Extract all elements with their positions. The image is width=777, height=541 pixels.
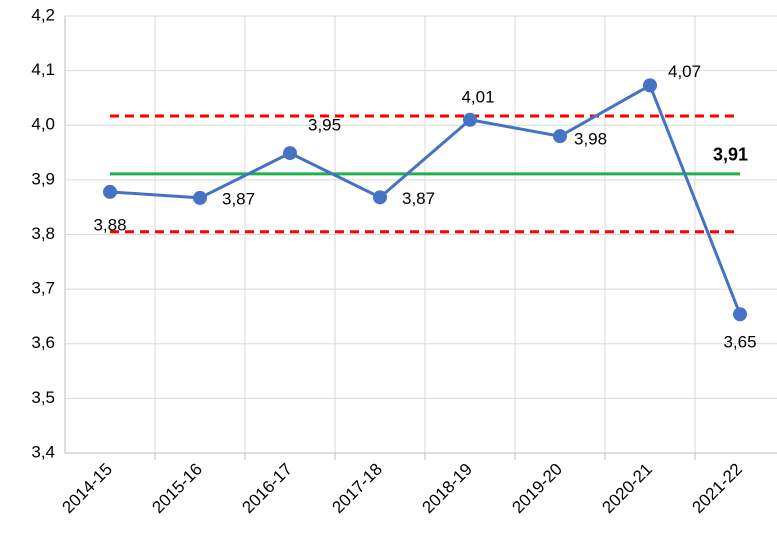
y-tick-label: 3,6 — [31, 333, 55, 352]
x-tick-label: 2020-21 — [598, 460, 656, 518]
x-tick-label: 2019-20 — [508, 460, 566, 518]
marker — [193, 190, 207, 205]
data-label: 3,87 — [402, 189, 435, 208]
reference-label: 3,91 — [713, 145, 748, 165]
data-label: 3,65 — [723, 333, 756, 352]
y-tick-label: 4,0 — [31, 115, 55, 134]
data-label: 4,07 — [668, 62, 701, 81]
marker — [463, 112, 477, 127]
line — [109, 83, 742, 315]
x-tick-label: 2016-17 — [238, 460, 296, 518]
marker — [373, 190, 387, 205]
y-tick-label: 4,1 — [31, 60, 55, 79]
marker — [283, 146, 297, 161]
y-tick-label: 3,9 — [31, 169, 55, 188]
marker — [103, 184, 117, 199]
x-tick-label: 2021-22 — [688, 460, 746, 518]
x-tick-label: 2015-16 — [148, 460, 206, 518]
marker — [643, 78, 657, 93]
y-tick-label: 4,2 — [31, 5, 55, 24]
data-label: 3,87 — [222, 189, 255, 208]
y-tick-label: 3,5 — [31, 388, 55, 407]
x-tick-label: 2018-19 — [418, 460, 476, 518]
marker — [553, 129, 567, 144]
data-label: 4,01 — [461, 87, 494, 106]
x-tick-label: 2014-15 — [58, 460, 116, 518]
data-label: 3,95 — [308, 116, 341, 135]
y-tick-label: 3,7 — [31, 279, 55, 298]
y-tick-label: 3,4 — [31, 442, 55, 461]
x-tick-label: 2017-18 — [328, 460, 386, 518]
marker — [733, 307, 747, 322]
data-label: 3,98 — [574, 130, 607, 149]
data-label: 3,88 — [93, 215, 126, 234]
y-tick-label: 3,8 — [31, 224, 55, 243]
